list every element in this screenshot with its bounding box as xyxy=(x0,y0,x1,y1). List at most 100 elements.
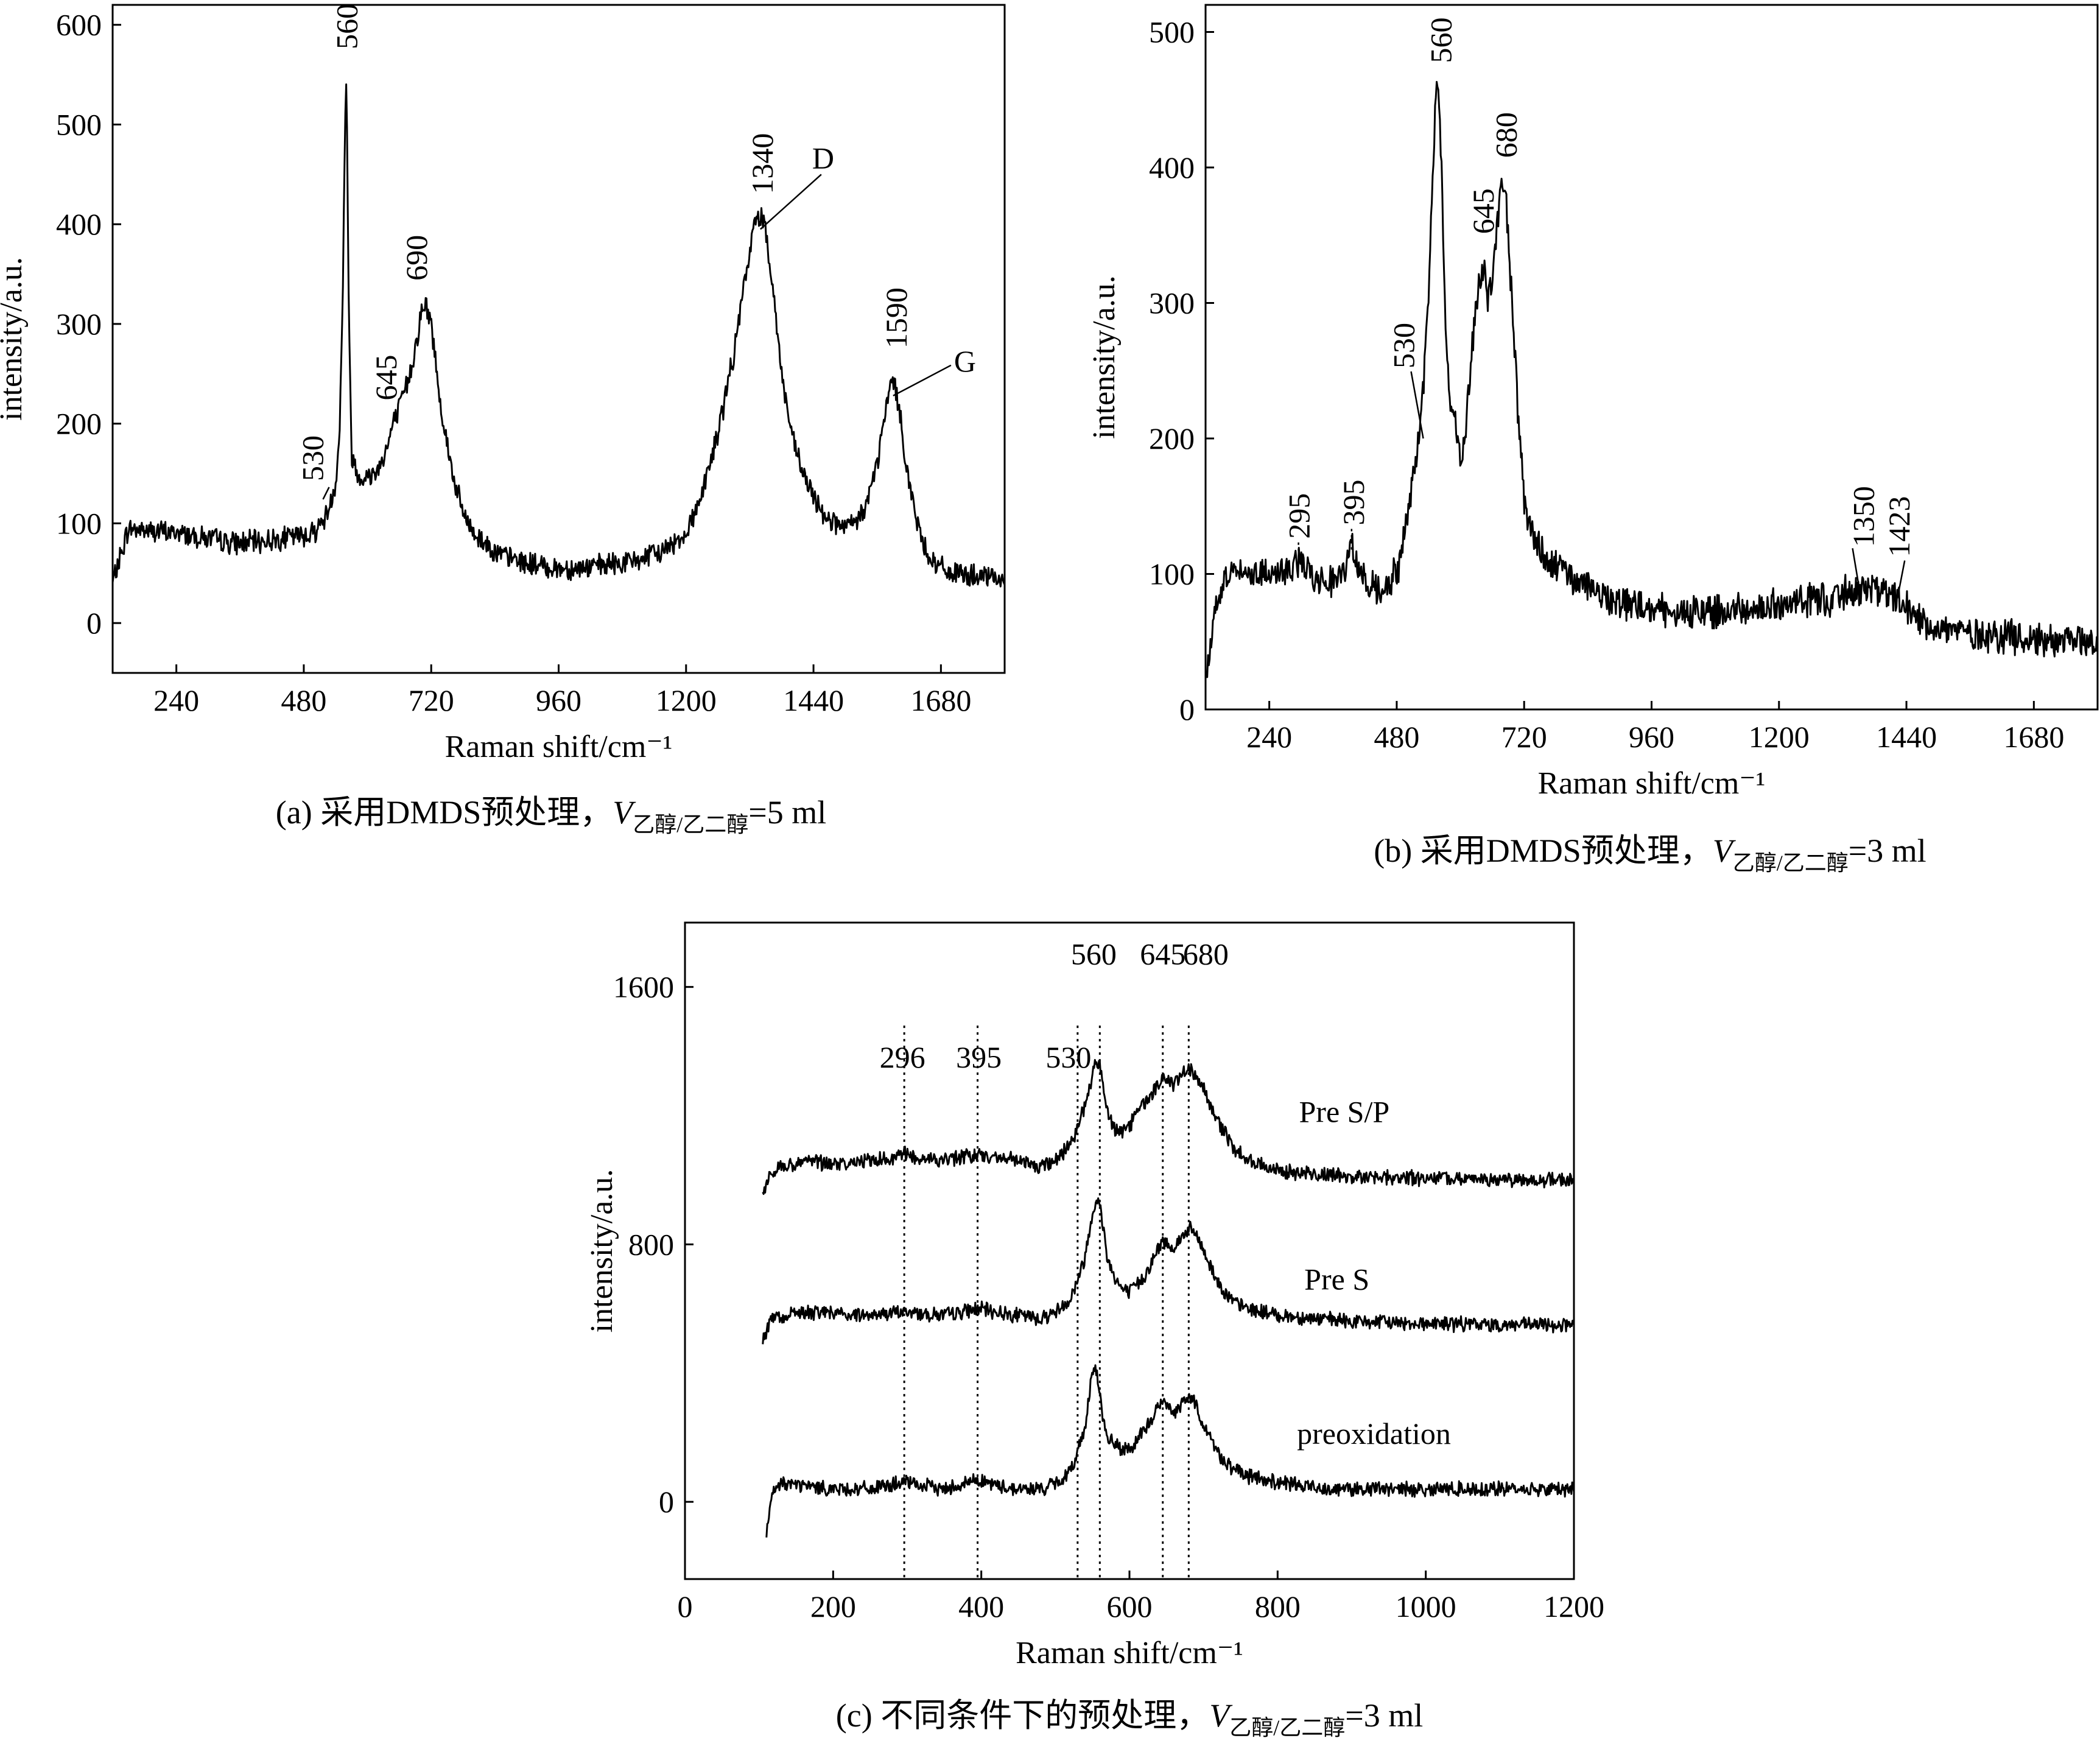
caption-prefix: (c) 不同条件下的预处理， xyxy=(836,1697,1209,1734)
x-tick-label: 1200 xyxy=(1543,1589,1604,1624)
peak-label: 395 xyxy=(1336,479,1371,525)
x-tick-label: 240 xyxy=(153,683,199,717)
y-tick-label: 500 xyxy=(56,107,102,141)
x-tick-label: 1200 xyxy=(656,683,717,717)
y-axis-label: intensity/a.u. xyxy=(1087,275,1122,439)
series-line-presp xyxy=(762,1059,1575,1195)
annotation-leader xyxy=(322,487,330,500)
y-tick-label: 200 xyxy=(1149,421,1195,456)
peak-label: 690 xyxy=(399,235,434,281)
peak-label: 680 xyxy=(1489,112,1523,158)
annotation-leader xyxy=(760,174,822,230)
peak-label: 645 xyxy=(1140,937,1185,971)
x-tick-label: 720 xyxy=(409,683,454,717)
caption-suffix: =3 ml xyxy=(1345,1697,1423,1734)
y-tick-label: 300 xyxy=(56,307,102,341)
y-tick-label: 500 xyxy=(1149,15,1195,49)
y-tick-label: 400 xyxy=(56,207,102,241)
x-tick-label: 720 xyxy=(1501,720,1547,754)
caption-sub: 乙醇/乙二醇 xyxy=(633,812,748,837)
peak-label: 295 xyxy=(1282,493,1316,539)
caption: (b) 采用DMDS预处理，V乙醇/乙二醇=3 ml xyxy=(1374,832,1926,875)
x-tick-label: 1200 xyxy=(1749,720,1810,754)
y-tick-label: 200 xyxy=(56,407,102,441)
series-label: Pre S/P xyxy=(1299,1095,1389,1129)
y-tick-label: 400 xyxy=(1149,150,1195,185)
series-line-pres xyxy=(762,1197,1575,1345)
panel-b: 240 480 720 960 1200 1440 1680 0 100 200 300 400 500… xyxy=(1087,4,2099,875)
peak-label: 530 xyxy=(296,435,330,481)
x-tick-label: 200 xyxy=(810,1589,856,1624)
x-tick-label: 480 xyxy=(1374,720,1419,754)
series-label: Pre S xyxy=(1304,1262,1369,1296)
caption: (c) 不同条件下的预处理，V乙醇/乙二醇=3 ml xyxy=(836,1697,1423,1738)
x-tick-label: 1680 xyxy=(2003,720,2064,754)
peak-label: G xyxy=(954,344,976,378)
x-tick-label: 960 xyxy=(1629,720,1674,754)
x-axis-label: Raman shift/cm⁻¹ xyxy=(445,730,673,764)
annotation-leader xyxy=(1410,371,1424,439)
peak-label: 645 xyxy=(369,354,403,400)
peak-label: D xyxy=(812,141,834,175)
peak-label: 560 xyxy=(1071,937,1117,971)
x-tick-label: 1000 xyxy=(1396,1589,1456,1624)
x-tick-label: 240 xyxy=(1246,720,1292,754)
panel-c: 0 200 400 600 800 1000 1200 0 800 1600 Raman shift… xyxy=(585,921,1604,1738)
peak-label: 1423 xyxy=(1882,496,1916,557)
series-line-preoxidation xyxy=(765,1364,1575,1538)
y-tick-label: 100 xyxy=(1149,557,1195,591)
panel-a: 240 480 720 960 1200 1440 1680 0 100 200 300 400 500… xyxy=(0,4,1006,837)
peak-label: 560 xyxy=(330,4,364,49)
annotation-leader xyxy=(1897,560,1906,599)
caption-prefix: (a) 采用DMDS预处理， xyxy=(276,794,613,831)
y-tick-label: 100 xyxy=(56,506,102,540)
peak-label: 530 xyxy=(1045,1040,1091,1074)
peak-label: 1340 xyxy=(745,133,779,194)
y-tick-label: 1600 xyxy=(613,970,674,1004)
annotation-leader xyxy=(1852,548,1859,585)
annotation-leader xyxy=(893,364,952,396)
caption-suffix: =5 ml xyxy=(748,794,826,831)
series-line-spectrum xyxy=(111,83,1006,588)
caption: (a) 采用DMDS预处理，V乙醇/乙二醇=5 ml xyxy=(276,794,826,837)
peak-label: 296 xyxy=(880,1040,925,1074)
y-tick-label: 800 xyxy=(628,1227,674,1261)
caption-var: V xyxy=(613,794,636,831)
plot-frame xyxy=(111,4,1006,674)
peak-label: 1350 xyxy=(1847,486,1881,547)
series-line-spectrum xyxy=(1204,80,2099,678)
y-tick-label: 300 xyxy=(1149,286,1195,320)
caption-prefix: (b) 采用DMDS预处理， xyxy=(1374,832,1713,869)
x-tick-label: 480 xyxy=(281,683,326,717)
y-tick-label: 0 xyxy=(1179,692,1195,727)
peak-label: 530 xyxy=(1387,323,1421,368)
series-label: preoxidation xyxy=(1297,1416,1451,1451)
x-tick-label: 400 xyxy=(958,1589,1004,1624)
y-tick-label: 600 xyxy=(56,8,102,42)
y-tick-label: 0 xyxy=(659,1485,674,1519)
x-tick-label: 1440 xyxy=(1876,720,1937,754)
x-axis-label: Raman shift/cm⁻¹ xyxy=(1016,1636,1243,1670)
peak-label: 395 xyxy=(956,1040,1002,1074)
x-axis-label: Raman shift/cm⁻¹ xyxy=(1538,766,1766,801)
caption-sub: 乙醇/乙二醇 xyxy=(1733,851,1849,875)
peak-label: 560 xyxy=(1424,18,1458,63)
caption-var: V xyxy=(1713,832,1737,869)
x-tick-label: 960 xyxy=(536,683,581,717)
peak-label: 680 xyxy=(1183,937,1229,971)
peak-label: 645 xyxy=(1466,188,1500,234)
caption-suffix: =3 ml xyxy=(1849,832,1926,869)
x-tick-label: 1440 xyxy=(783,683,844,717)
x-tick-label: 800 xyxy=(1255,1589,1301,1624)
x-tick-label: 1680 xyxy=(910,683,971,717)
y-tick-label: 0 xyxy=(86,606,102,640)
caption-sub: 乙醇/乙二醇 xyxy=(1229,1715,1345,1738)
x-tick-label: 0 xyxy=(678,1589,693,1624)
x-tick-label: 600 xyxy=(1107,1589,1153,1624)
peak-label: 1590 xyxy=(879,287,913,348)
caption-var: V xyxy=(1209,1697,1233,1734)
y-axis-label: intensity/a.u. xyxy=(585,1169,619,1333)
plot-frame xyxy=(684,921,1575,1580)
y-axis-label: intensity/a.u. xyxy=(0,257,29,421)
